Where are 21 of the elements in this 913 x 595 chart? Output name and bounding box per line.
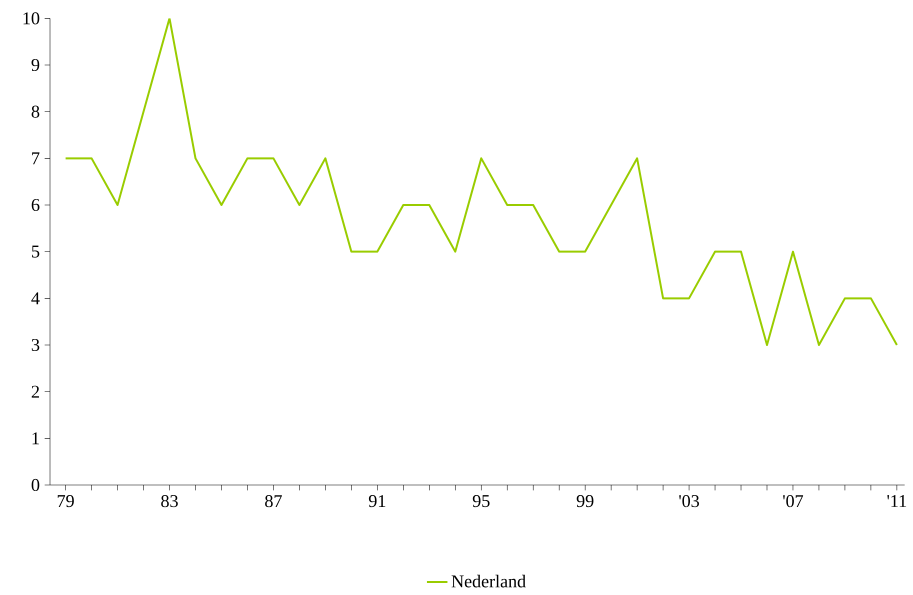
y-tick-label: 6 <box>32 199 40 212</box>
x-tick-label: '07 <box>783 495 804 508</box>
y-tick-label: 5 <box>32 246 40 258</box>
y-tick-label: 2 <box>32 386 39 398</box>
x-tick-label: 83 <box>161 495 178 508</box>
x-tick-label: 79 <box>58 495 74 508</box>
y-tick-label: 8 <box>32 106 40 118</box>
legend-label: Nederland <box>452 574 526 588</box>
y-tick-label: 9 <box>32 59 40 72</box>
x-tick-label: '11 <box>887 495 906 508</box>
y-tick-label: 3 <box>32 339 40 352</box>
y-tick-label: 7 <box>32 152 40 164</box>
x-tick-label: 95 <box>472 495 490 508</box>
y-tick-label: 10 <box>24 12 40 25</box>
x-tick-label: 99 <box>576 495 594 508</box>
x-tick-label: '03 <box>679 495 699 508</box>
x-tick-label: 87 <box>265 495 282 508</box>
y-tick-label: 1 <box>32 432 39 444</box>
y-tick-label: 0 <box>32 479 40 492</box>
y-tick-label: 4 <box>31 292 40 304</box>
x-tick-label: 91 <box>368 495 386 508</box>
